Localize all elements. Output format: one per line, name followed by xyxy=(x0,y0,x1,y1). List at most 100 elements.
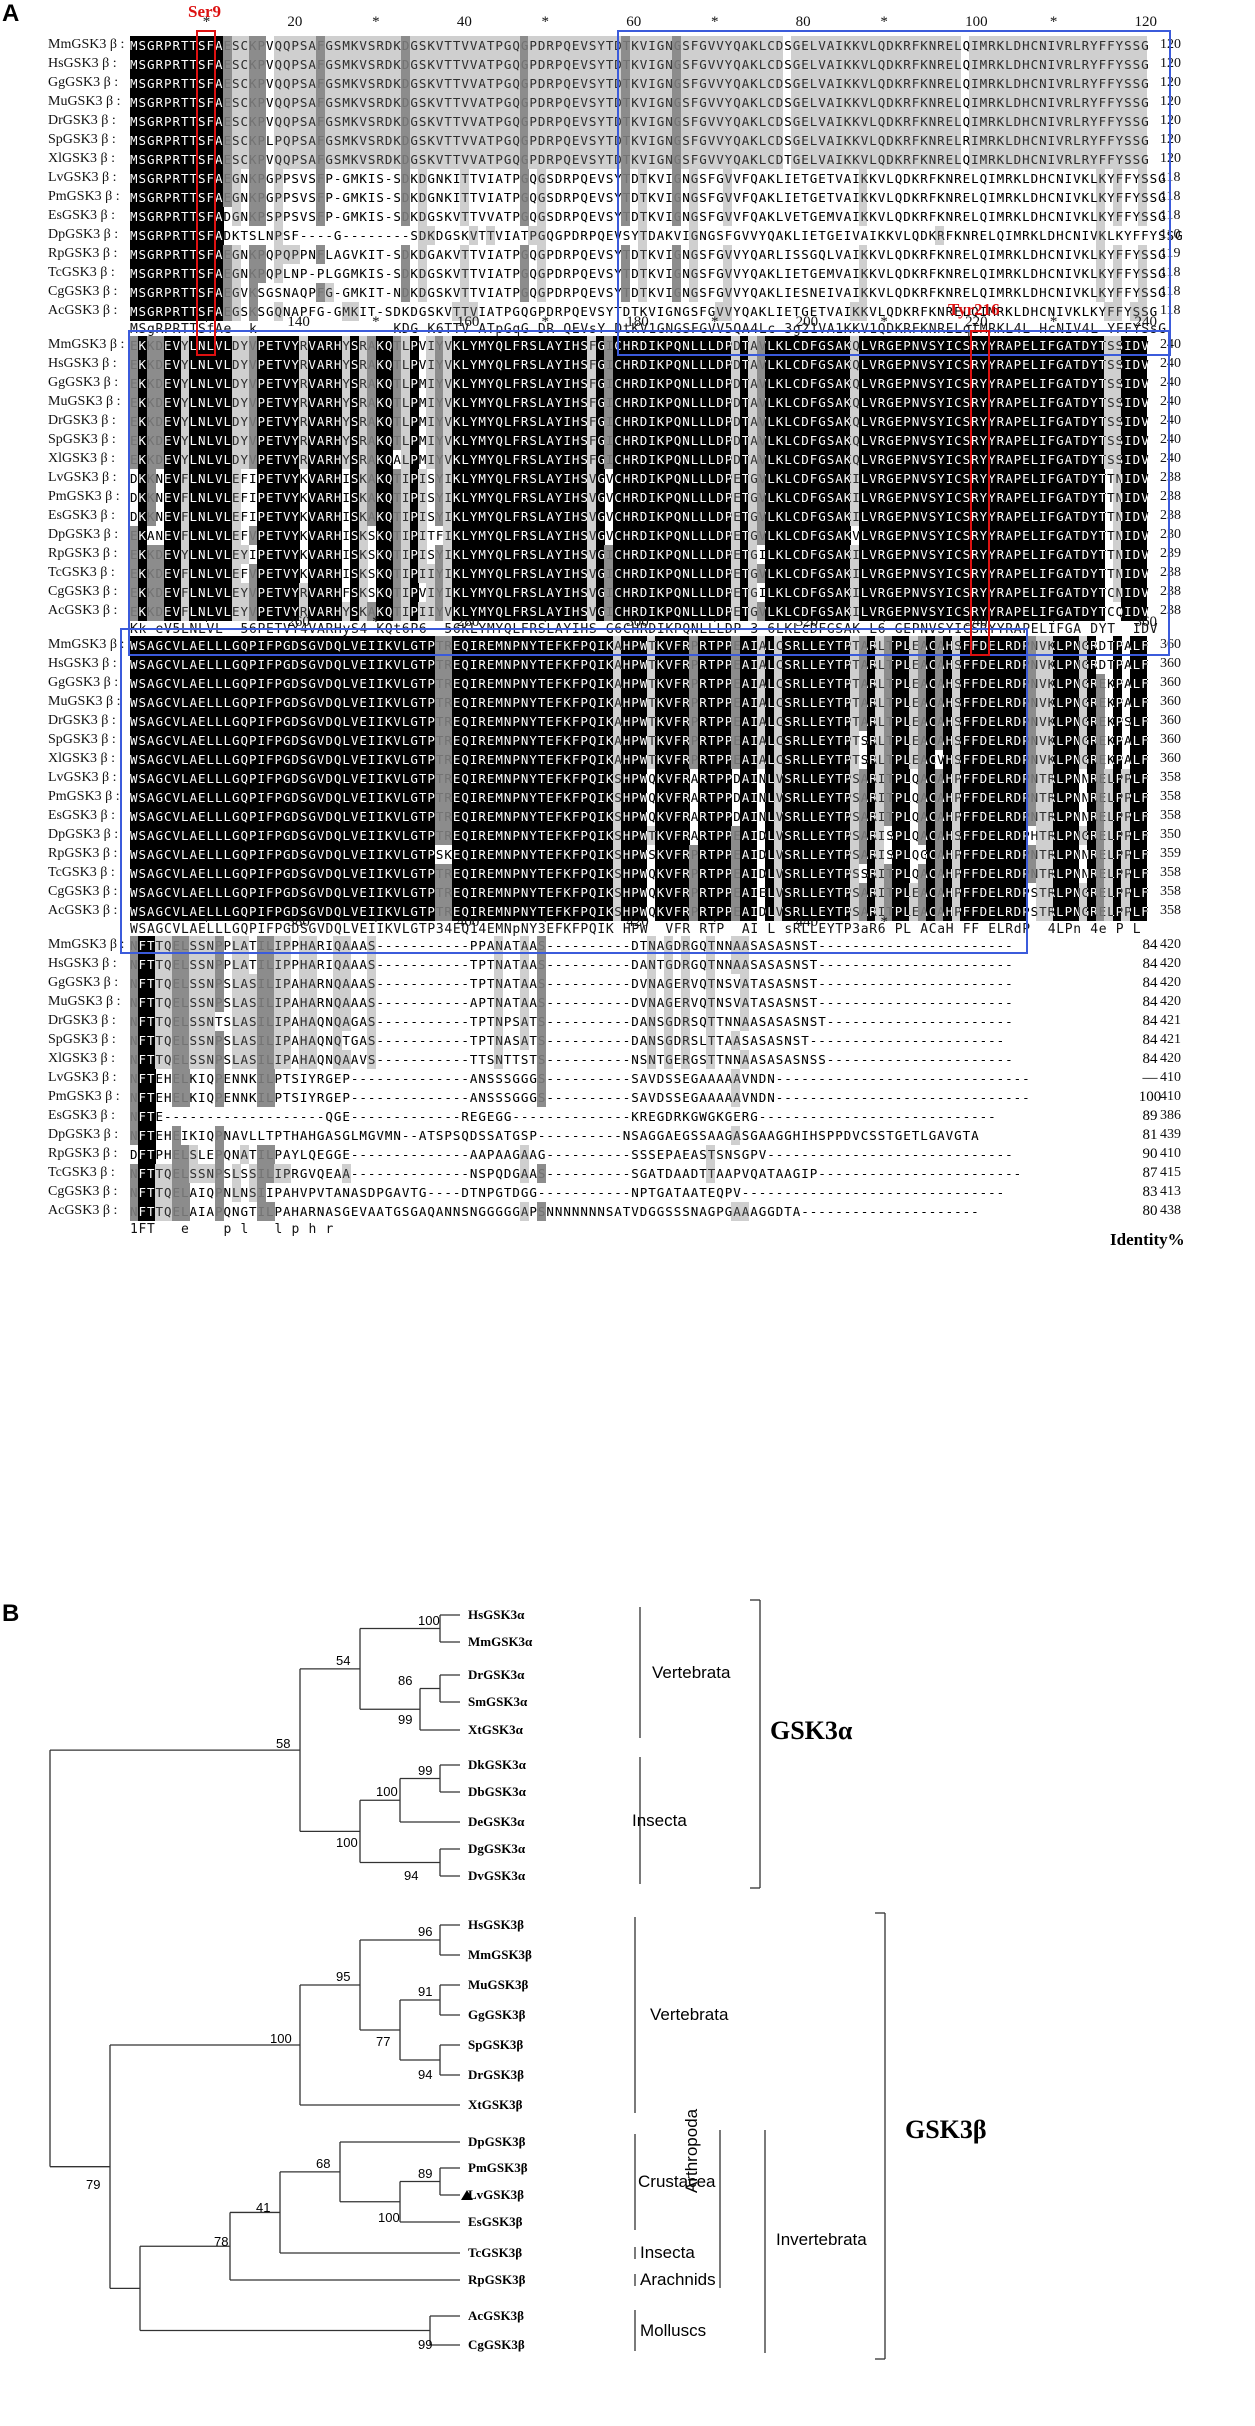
residue-shade xyxy=(392,55,402,74)
residue-shade xyxy=(324,55,334,74)
species-label: MmGSK3 β : xyxy=(48,337,125,352)
residue-shade xyxy=(951,74,961,93)
residue-shade xyxy=(519,74,529,93)
residue-shade xyxy=(604,336,614,355)
residue-shade xyxy=(333,74,343,93)
residue-shade xyxy=(460,131,470,150)
residue-shade xyxy=(562,150,571,169)
residue-shade xyxy=(519,36,529,55)
residue-shade xyxy=(807,150,817,169)
residue-shade xyxy=(502,150,512,169)
residue-shade xyxy=(138,36,148,55)
species-label: MuGSK3 β : xyxy=(48,94,121,109)
residue-shade xyxy=(1019,336,1029,355)
residue-shade xyxy=(163,169,173,188)
residue-shade xyxy=(146,336,156,355)
residue-shade xyxy=(1070,150,1080,169)
residue-shade xyxy=(689,226,699,245)
residue-shade xyxy=(833,36,843,55)
residue-shade xyxy=(562,93,571,112)
residue-shade xyxy=(790,55,800,74)
residue-shade xyxy=(748,93,758,112)
residue-shade xyxy=(528,150,538,169)
residue-shade xyxy=(1112,283,1122,302)
residue-shade xyxy=(240,112,250,131)
residue-shade xyxy=(240,74,250,93)
residue-shade xyxy=(1112,302,1122,321)
residue-shade xyxy=(223,55,233,74)
residue-shade xyxy=(494,112,504,131)
residue-shade xyxy=(494,150,504,169)
residue-shade xyxy=(1095,169,1105,188)
residue-shade xyxy=(155,112,165,131)
residue-shade xyxy=(646,112,656,131)
residue-shade xyxy=(231,112,241,131)
residue-shade xyxy=(731,112,741,131)
residue-shade xyxy=(409,112,419,131)
residue-shade xyxy=(604,93,614,112)
residue-shade xyxy=(578,93,588,112)
residue-shade xyxy=(163,207,173,226)
residue-shade xyxy=(1061,74,1071,93)
residue-shade xyxy=(468,150,478,169)
residue-shade xyxy=(1070,131,1080,150)
residue-shade xyxy=(655,93,665,112)
residue-shade xyxy=(197,55,207,74)
residue-shade xyxy=(680,93,690,112)
residue-shade xyxy=(1027,131,1037,150)
residue-shade xyxy=(163,93,173,112)
residue-shade xyxy=(409,74,419,93)
residue-shade xyxy=(883,131,893,150)
residue-shade xyxy=(536,36,546,55)
residue-shade xyxy=(485,112,495,131)
residue-shade xyxy=(172,55,182,74)
residue-shade xyxy=(163,74,173,93)
residue-shade xyxy=(1129,55,1139,74)
residue-shade xyxy=(494,336,504,355)
ruler-tick: * xyxy=(372,14,380,30)
residue-shade xyxy=(943,93,953,112)
residue-shade xyxy=(1044,112,1054,131)
residue-shade xyxy=(138,264,148,283)
residue-shade xyxy=(1053,112,1063,131)
residue-shade xyxy=(477,36,487,55)
residue-shade xyxy=(146,264,156,283)
residue-shade xyxy=(1078,93,1088,112)
residue-shade xyxy=(943,336,953,355)
residue-shade xyxy=(519,112,529,131)
residue-shade xyxy=(926,74,936,93)
residue-shade xyxy=(223,336,233,355)
residue-shade xyxy=(358,150,368,169)
residue-shade xyxy=(146,283,156,302)
residue-shade xyxy=(1019,131,1029,150)
residue-shade xyxy=(689,207,699,226)
residue-shade xyxy=(900,74,910,93)
residue-shade xyxy=(231,336,241,355)
residue-shade xyxy=(367,112,377,131)
residue-shade xyxy=(1019,36,1029,55)
residue-shade xyxy=(866,336,876,355)
residue-shade xyxy=(1121,55,1131,74)
residue-shade xyxy=(1095,93,1105,112)
residue-shade xyxy=(553,336,563,355)
residue-shade xyxy=(680,36,690,55)
residue-shade xyxy=(748,150,758,169)
residue-shade xyxy=(274,245,283,264)
residue-shade xyxy=(655,336,665,355)
residue-shade xyxy=(214,264,224,283)
residue-shade xyxy=(180,74,190,93)
residue-shade xyxy=(485,150,495,169)
residue-shade xyxy=(214,302,224,321)
residue-shade xyxy=(477,112,487,131)
residue-shade xyxy=(917,55,927,74)
residue-shade xyxy=(697,74,707,93)
residue-shade xyxy=(1070,93,1080,112)
residue-shade xyxy=(223,264,233,283)
residue-shade xyxy=(1112,112,1122,131)
residue-shade xyxy=(536,131,546,150)
residue-shade xyxy=(697,336,707,355)
residue-shade xyxy=(1010,74,1020,93)
residue-shade xyxy=(214,336,224,355)
residue-shade xyxy=(443,55,453,74)
residue-shade xyxy=(629,36,639,55)
